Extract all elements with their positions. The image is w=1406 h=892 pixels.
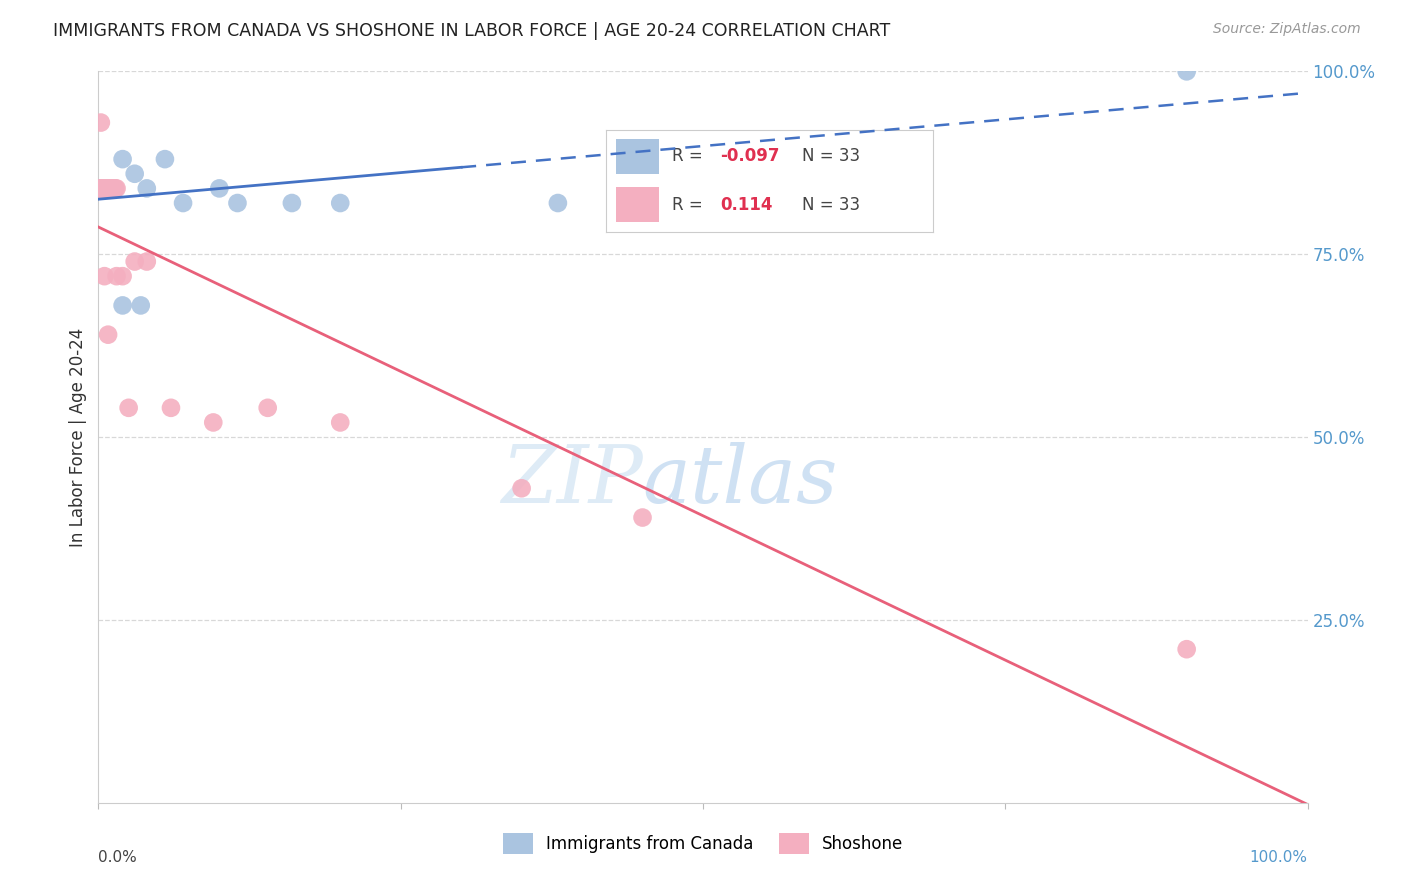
Point [202,416,225,430]
Point [256,401,278,415]
Point [89,181,111,195]
Point [100,181,122,195]
Point [98,181,121,195]
Point [100,181,122,195]
Point [135,254,157,268]
Point [94,181,117,195]
Point [94,181,117,195]
Point [111,269,134,284]
Point [100,181,122,195]
Point [329,416,352,430]
Point [135,181,157,195]
Point [97,181,120,195]
Point [153,152,176,166]
Point [98,181,121,195]
Point [281,196,304,211]
Point [90,181,112,195]
Point [89,181,111,195]
Point [118,401,141,415]
Point [100,181,122,195]
Point [1175,642,1198,657]
Point [100,181,122,195]
Point [105,181,128,195]
Point [96,181,118,195]
Y-axis label: In Labor Force | Age 20-24: In Labor Force | Age 20-24 [69,327,87,547]
Point [91,181,114,195]
Point [96,181,118,195]
Point [93,181,115,195]
Text: atlas: atlas [643,442,838,520]
Point [124,254,146,268]
Point [91,181,114,195]
Point [90,115,112,129]
Point [91,181,114,195]
Point [510,481,533,495]
Point [93,269,115,284]
Point [100,181,122,195]
Point [172,196,194,211]
Point [101,181,124,195]
Point [111,152,134,166]
Point [547,196,569,211]
Point [129,298,152,312]
Point [226,196,249,211]
Point [103,181,125,195]
Text: IMMIGRANTS FROM CANADA VS SHOSHONE IN LABOR FORCE | AGE 20-24 CORRELATION CHART: IMMIGRANTS FROM CANADA VS SHOSHONE IN LA… [53,22,890,40]
Point [1175,64,1198,78]
Point [105,269,128,284]
Text: 100.0%: 100.0% [1250,850,1308,865]
Point [160,401,183,415]
Point [104,181,127,195]
Point [97,181,120,195]
Legend: Immigrants from Canada, Shoshone: Immigrants from Canada, Shoshone [496,827,910,860]
Point [96,181,118,195]
Point [94,181,117,195]
Point [208,181,231,195]
Point [91,181,114,195]
Point [124,167,146,181]
Point [111,298,134,312]
Point [93,181,115,195]
Point [91,181,114,195]
Text: 0.0%: 0.0% [98,850,138,865]
Text: ZIP: ZIP [501,442,643,520]
Point [97,181,120,195]
Point [97,327,120,342]
Point [101,181,124,195]
Text: Source: ZipAtlas.com: Source: ZipAtlas.com [1213,22,1361,37]
Point [94,181,117,195]
Point [103,181,125,195]
Point [93,181,115,195]
Point [329,196,352,211]
Point [91,181,114,195]
Point [90,181,112,195]
Point [631,510,654,524]
Point [90,181,112,195]
